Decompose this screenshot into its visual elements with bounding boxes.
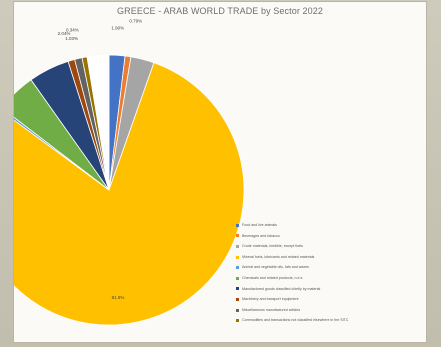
- pie-chart: 1.90%0.79%81.8%5.80%2.04%1.03%0.34%: [14, 19, 245, 326]
- legend-swatch: [236, 319, 239, 323]
- legend-swatch: [236, 234, 239, 238]
- legend-label: Commodities and transactions not classif…: [242, 318, 349, 323]
- chart-title: GREECE - ARAB WORLD TRADE by Sector 2022: [117, 6, 323, 16]
- chart-card: 1.90%0.79%81.8%5.80%2.04%1.03%0.34% GREE…: [14, 2, 426, 342]
- legend-swatch: [236, 297, 239, 301]
- legend-item: Machinery and transport equipment: [236, 294, 348, 305]
- legend-swatch: [236, 266, 239, 270]
- slice-data-label: 1.03%: [65, 36, 78, 41]
- legend-item: Chemicals and related products, n.e.s.: [236, 273, 348, 284]
- pie-slice: [86, 54, 110, 191]
- chart-legend: Food and live animals Beverages and tobac…: [236, 220, 348, 326]
- legend-label: Miscellaneous manufactured articles: [242, 307, 301, 312]
- slice-data-label: 0.79%: [129, 19, 142, 24]
- legend-item: Miscellaneous manufactured articles: [236, 305, 348, 316]
- legend-item: Mineral fuels, lubricants and related ma…: [236, 252, 348, 263]
- legend-label: Manufactured goods classified chiefly by…: [242, 286, 321, 291]
- legend-swatch: [236, 276, 239, 280]
- slice-data-label: 1.90%: [111, 25, 124, 30]
- legend-swatch: [236, 308, 239, 312]
- legend-item: Manufactured goods classified chiefly by…: [236, 284, 348, 295]
- legend-swatch: [236, 223, 239, 227]
- legend-swatch: [236, 244, 239, 248]
- legend-label: Chemicals and related products, n.e.s.: [242, 275, 304, 280]
- pie-data-labels: 1.90%0.79%81.8%5.80%2.04%1.03%0.34%: [58, 19, 142, 301]
- pie-slice: [14, 62, 245, 326]
- legend-item: Animal and vegetable oils, fats and waxe…: [236, 262, 348, 273]
- legend-swatch: [236, 287, 239, 291]
- legend-label: Beverages and tobacco: [242, 233, 280, 238]
- legend-label: Animal and vegetable oils, fats and waxe…: [242, 265, 309, 270]
- slice-data-label: 0.34%: [66, 27, 79, 32]
- slice-data-label: 2.04%: [58, 31, 71, 36]
- legend-swatch: [236, 255, 239, 259]
- legend-label: Mineral fuels, lubricants and related ma…: [242, 254, 315, 259]
- legend-item: Food and live animals: [236, 220, 348, 231]
- legend-label: Machinery and transport equipment: [242, 297, 299, 302]
- legend-item: Beverages and tobacco: [236, 231, 348, 242]
- legend-item: Crude materials, inedible, except fuels: [236, 241, 348, 252]
- legend-item: Commodities and transactions not classif…: [236, 315, 348, 326]
- pie-slices: [14, 54, 245, 326]
- legend-label: Food and live animals: [242, 223, 277, 227]
- slice-data-label: 81.8%: [112, 295, 125, 300]
- legend-label: Crude materials, inedible, except fuels: [242, 244, 303, 249]
